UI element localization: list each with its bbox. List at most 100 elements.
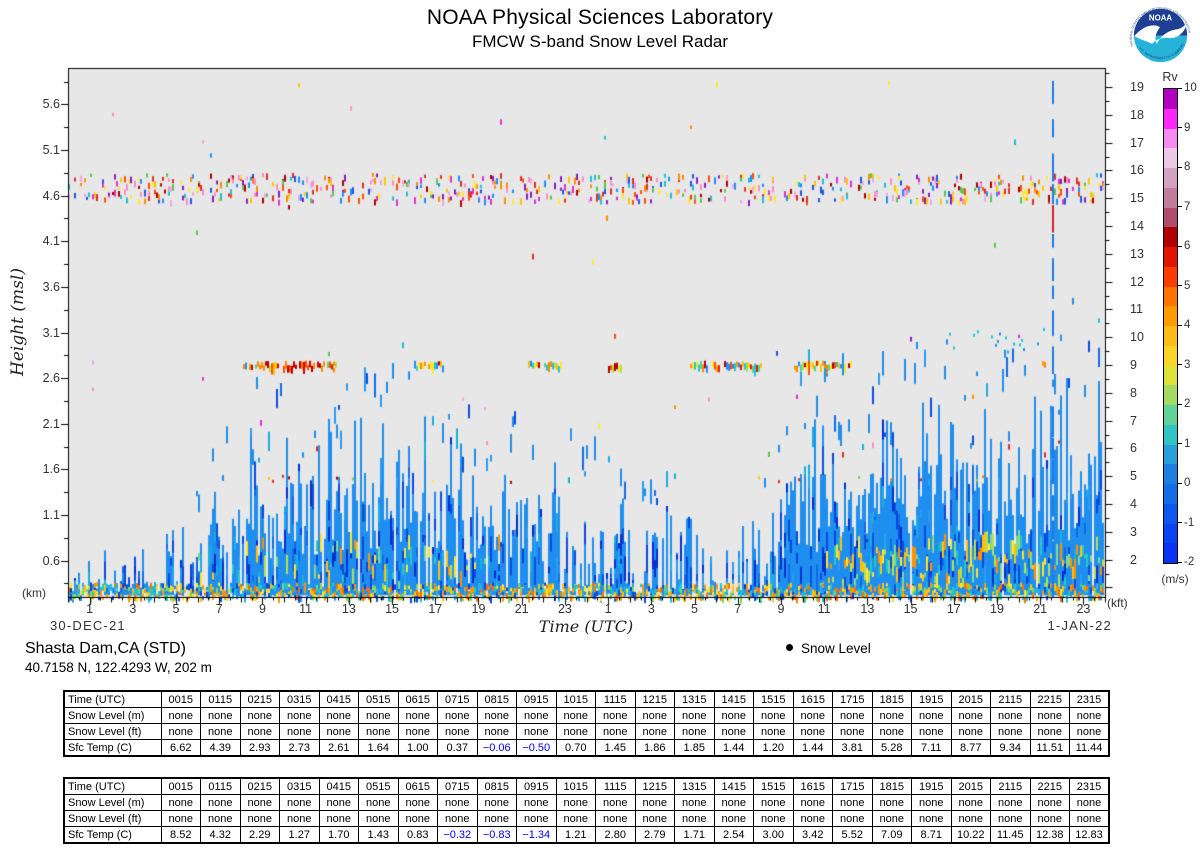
table-cell: −0.83 xyxy=(476,826,517,844)
x-tick-label: 13 xyxy=(860,602,875,616)
table-cell: none xyxy=(674,707,715,724)
cb-tick-label: 3 xyxy=(1184,358,1191,371)
table-cell: none xyxy=(634,707,675,724)
colorbar-segment xyxy=(1164,523,1177,544)
table-cell: none xyxy=(160,707,201,724)
table-cell: 0215 xyxy=(239,690,280,708)
table-cell: 0515 xyxy=(358,690,399,708)
table-cell: 11.45 xyxy=(990,826,1031,844)
table-cell: 0315 xyxy=(279,690,320,708)
x-tick-label: 15 xyxy=(903,602,918,616)
x-tick-label: 9 xyxy=(777,602,785,616)
radar-plot-canvas xyxy=(0,0,1200,620)
x-tick-label: 3 xyxy=(129,602,137,616)
table-row: Snow Level (ft) none none none none none none n… xyxy=(63,810,1110,827)
table-cell: none xyxy=(832,794,873,811)
colorbar-tick xyxy=(1178,403,1182,405)
table-cell: none xyxy=(397,810,438,827)
x-tick-label: 1 xyxy=(604,602,612,616)
table-cell: 1.44 xyxy=(792,739,833,757)
colorbar-segment xyxy=(1164,543,1177,563)
table-cell: 1.27 xyxy=(279,826,320,844)
table-cell: none xyxy=(832,810,873,827)
x-tick-label: 19 xyxy=(990,602,1004,616)
x-tick-label: 7 xyxy=(215,602,223,616)
table-cell: none xyxy=(555,794,596,811)
y-tick-label-km: 2.1 xyxy=(42,416,60,431)
data-table-day2: Time (UTC) 0015 0115 0215 0315 0415 0515 0615 07… xyxy=(63,777,1110,844)
colorbar-tick xyxy=(1178,522,1182,523)
cb-tick-label: 8 xyxy=(1184,161,1191,173)
colorbar-segment xyxy=(1164,464,1177,484)
table-cell: 1.44 xyxy=(713,739,754,757)
y-tick-label-km: 1.1 xyxy=(42,507,60,522)
station-name: Shasta Dam,CA (STD) xyxy=(25,640,186,657)
table-cell: none xyxy=(555,707,596,724)
colorbar-tick xyxy=(1178,364,1182,365)
table-cell: 1515 xyxy=(753,777,794,795)
table-cell: none xyxy=(753,810,794,827)
table-cell: 2315 xyxy=(1069,777,1110,795)
y-tick-label-km: 4.6 xyxy=(42,188,60,203)
table-cell: 1115 xyxy=(595,690,636,708)
table-cell: 0715 xyxy=(437,690,478,708)
table-cell: 1.00 xyxy=(397,739,438,757)
table-cell: none xyxy=(200,794,241,811)
table-cell: none xyxy=(437,810,478,827)
table-cell: 0615 xyxy=(397,777,438,795)
colorbar-tick xyxy=(1178,482,1182,484)
table-cell: 0115 xyxy=(200,690,241,708)
x-axis-title: Time (UTC) xyxy=(538,617,634,636)
table-cell: 5.52 xyxy=(832,826,873,844)
table-cell: 6.62 xyxy=(160,739,201,757)
colorbar-segment xyxy=(1164,286,1177,307)
table-cell: 1.64 xyxy=(358,739,399,757)
table-cell: 1115 xyxy=(595,777,636,795)
station-coords: 40.7158 N, 122.4293 W, 202 m xyxy=(25,660,212,675)
table-cell: none xyxy=(318,707,359,724)
table-row: Sfc Temp (C) 8.52 4.32 2.29 1.27 1.70 1.43 0.83… xyxy=(63,826,1110,844)
y-tick-label-km: 3.6 xyxy=(42,279,60,294)
table-cell: none xyxy=(634,794,675,811)
y-tick-label-kft: 10 xyxy=(1130,330,1144,345)
table-cell: 4.32 xyxy=(200,826,241,844)
table-cell: none xyxy=(990,810,1031,827)
table-cell: 2.79 xyxy=(634,826,675,844)
table-cell: 7.11 xyxy=(911,739,952,757)
table-cell: 0815 xyxy=(476,690,517,708)
table-cell: 1915 xyxy=(911,777,952,795)
table-cell: 2.73 xyxy=(279,739,320,757)
table-cell: none xyxy=(871,723,912,740)
table-cell: 1615 xyxy=(792,690,833,708)
table-cell: none xyxy=(437,723,478,740)
table-cell: 1015 xyxy=(555,690,596,708)
table-cell: none xyxy=(990,707,1031,724)
table-cell: none xyxy=(911,810,952,827)
table-cell: none xyxy=(1069,707,1110,724)
table-cell: none xyxy=(832,707,873,724)
cb-tick-label: 6 xyxy=(1184,240,1191,252)
table-cell: 1.85 xyxy=(674,739,715,757)
y-left-unit: (km) xyxy=(22,586,46,600)
table-cell: 2215 xyxy=(1029,777,1070,795)
table-cell: 1315 xyxy=(674,690,715,708)
table-cell: 3.42 xyxy=(792,826,833,844)
table-cell: none xyxy=(792,707,833,724)
table-cell: 12.38 xyxy=(1029,826,1070,844)
table-cell: none xyxy=(911,723,952,740)
table-cell: none xyxy=(950,723,991,740)
table-cell: none xyxy=(634,723,675,740)
table-cell: none xyxy=(239,707,280,724)
y-tick-label-kft: 13 xyxy=(1130,246,1144,261)
table-row: Snow Level (ft) none none none none none none n… xyxy=(63,723,1110,740)
x-tick-label: 21 xyxy=(514,602,529,616)
table-cell: 1215 xyxy=(634,777,675,795)
row-label: Time (UTC) xyxy=(63,777,162,795)
table-cell: 2315 xyxy=(1069,690,1110,708)
table-cell: none xyxy=(239,723,280,740)
table-cell: 12.83 xyxy=(1069,826,1110,844)
table-cell: 1815 xyxy=(871,777,912,795)
table-cell: −0.06 xyxy=(476,739,517,757)
table-cell: 0315 xyxy=(279,777,320,795)
colorbar-unit: (m/s) xyxy=(1161,572,1189,586)
